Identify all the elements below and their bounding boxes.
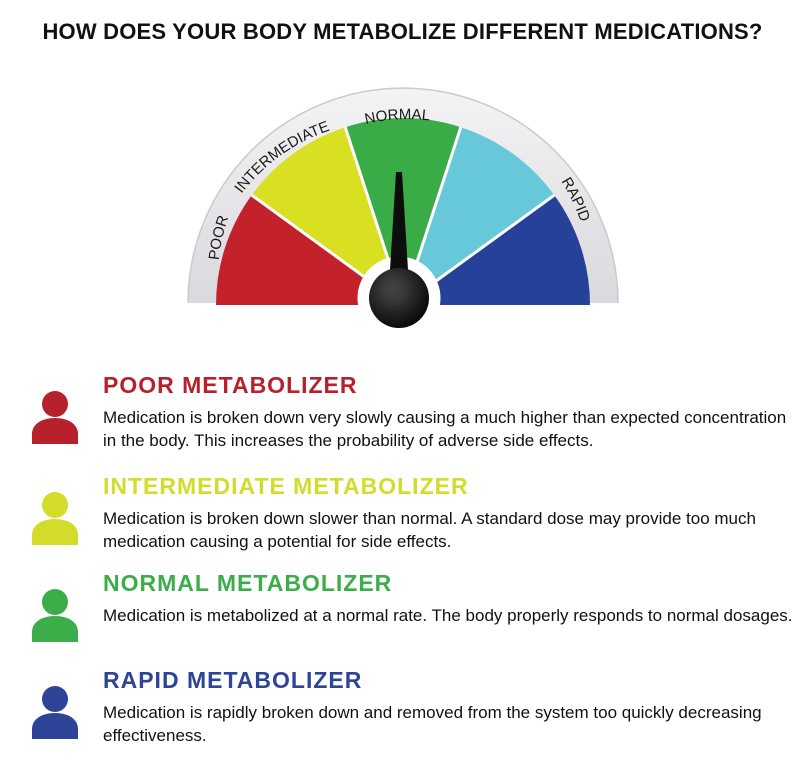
gauge-needle: [389, 172, 409, 286]
gauge-label-normal: NORMAL: [363, 106, 431, 128]
legend-title-poor: POOR METABOLIZER: [103, 372, 358, 398]
gauge-segment-rapid: [403, 195, 590, 305]
person-icon: [32, 589, 78, 642]
legend-description-rapid: Medication is rapidly broken down and re…: [103, 703, 762, 745]
legend-item-intermediate: INTERMEDIATE METABOLIZER Medication is b…: [0, 473, 805, 563]
legend-title-intermediate: INTERMEDIATE METABOLIZER: [103, 473, 469, 499]
person-icon: [32, 686, 78, 739]
gauge-rim-edge: [187, 87, 619, 304]
gauge-svg: POOR INTERMEDIATE NORMAL RAPID: [187, 87, 619, 340]
legend-title-rapid: RAPID METABOLIZER: [103, 667, 363, 693]
legend-item-normal: NORMAL METABOLIZER Medication is metabol…: [0, 570, 805, 660]
gauge-segment-poor: [216, 195, 403, 305]
legend-item-rapid: RAPID METABOLIZER Medication is rapidly …: [0, 667, 805, 757]
legend-item-poor: POOR METABOLIZER Medication is broken do…: [0, 372, 805, 462]
gauge-hub: [369, 268, 429, 328]
metabolism-gauge: POOR INTERMEDIATE NORMAL RAPID: [0, 0, 805, 360]
gauge-segments: [216, 118, 590, 305]
person-icon: [32, 391, 78, 444]
legend-title-normal: NORMAL METABOLIZER: [103, 570, 393, 596]
legend-description-poor: Medication is broken down very slowly ca…: [103, 408, 787, 450]
gauge-segment-intermediate: [251, 127, 403, 305]
person-icon: [32, 492, 78, 545]
page-title: HOW DOES YOUR BODY METABOLIZE DIFFERENT …: [42, 19, 763, 44]
legend-description-intermediate: Medication is broken down slower than no…: [103, 509, 756, 551]
gauge-segment-fast: [403, 127, 555, 305]
legend-description-normal: Medication is metabolized at a normal ra…: [103, 606, 793, 625]
